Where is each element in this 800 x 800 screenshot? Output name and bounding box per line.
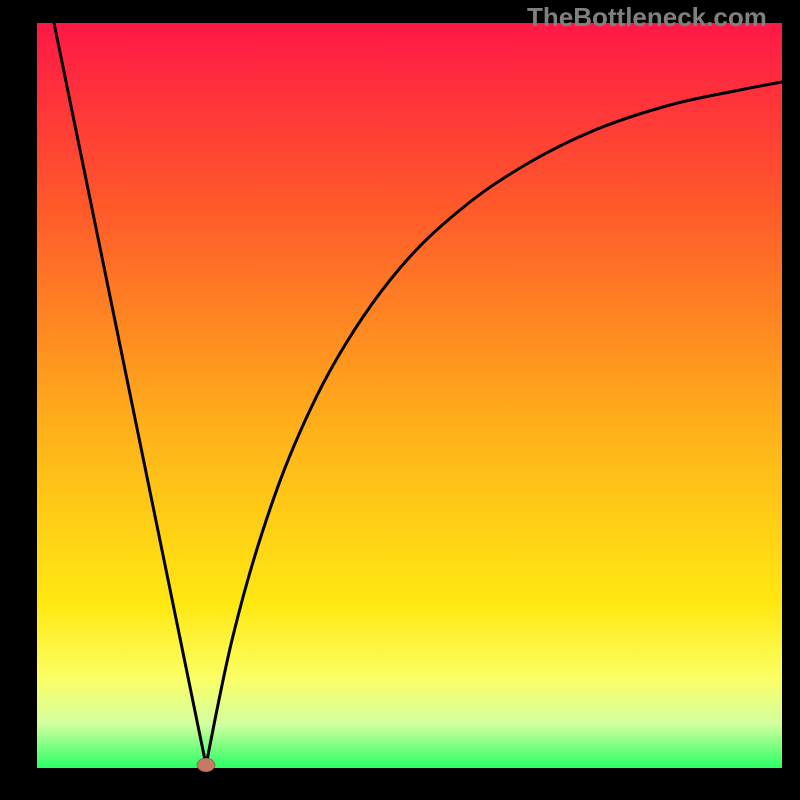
- chart-container: TheBottleneck.com: [0, 0, 800, 800]
- plot-gradient-area: [37, 23, 782, 768]
- attribution-text: TheBottleneck.com: [527, 2, 767, 33]
